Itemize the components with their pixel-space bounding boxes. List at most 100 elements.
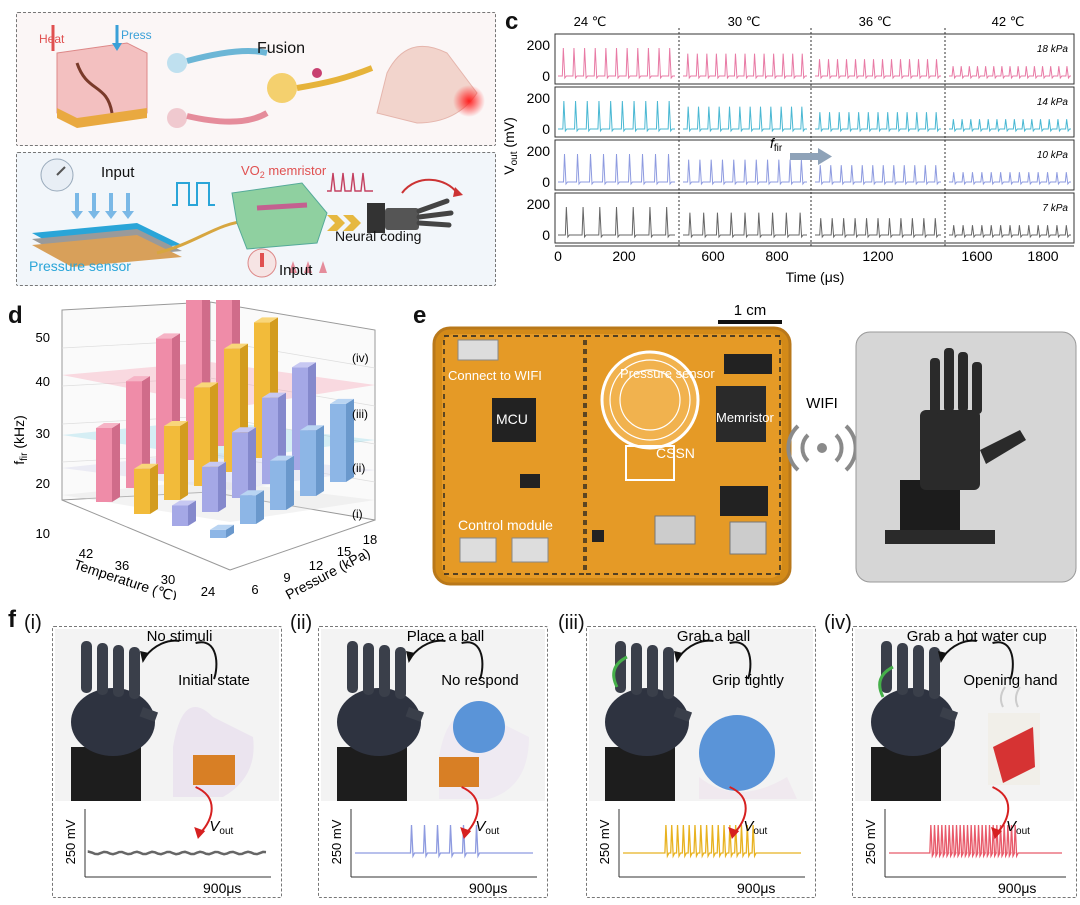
spike-trace	[683, 159, 807, 186]
bar-side	[180, 421, 188, 500]
d-ztick-3: 20	[36, 476, 50, 491]
temp-header-1: 30 ℃	[728, 14, 761, 29]
d-ptick-4: 18	[363, 532, 377, 547]
f-time-1: 900μs	[469, 880, 507, 896]
panel-a-illustration: Heat Press Fusion	[39, 25, 485, 128]
bar-side	[226, 524, 234, 538]
c-xtick-0: 0	[554, 248, 562, 264]
bar-top	[134, 463, 158, 469]
bar-front	[164, 426, 180, 500]
usb-port-1	[654, 515, 696, 545]
f-caption-0: No stimuli	[147, 628, 213, 645]
d-ptick-3: 15	[337, 544, 351, 559]
sensor-board	[193, 755, 235, 785]
f-roman-0: (i)	[24, 612, 42, 634]
spike-trace	[815, 59, 941, 80]
c-ytick-0: 0	[542, 174, 550, 190]
bar-front	[96, 428, 112, 502]
f-vout-0: Vout	[209, 818, 233, 837]
memristor-sheet	[231, 182, 328, 250]
panel-e-illustration: 1 cm Connect to WIFI MCU Pressure sensor…	[432, 302, 1077, 586]
f-roman-2: (iii)	[558, 612, 585, 634]
f-time-2: 900μs	[737, 880, 775, 896]
robot-hand-icon	[71, 688, 155, 756]
usb-port-2	[729, 521, 767, 555]
c-ytick-200: 200	[527, 143, 551, 159]
pressure-label-3: 7 kPa	[1042, 203, 1068, 214]
c-ytick-0: 0	[542, 121, 550, 137]
mcu-label: MCU	[496, 411, 528, 427]
pressure-sensor-disc	[600, 350, 700, 450]
bar-top	[96, 423, 120, 428]
panel-b-box: Input VO2 memristor Neural coding Pressu…	[16, 152, 496, 286]
scale-bar	[718, 320, 782, 324]
bar-side	[112, 423, 120, 502]
spike-trace	[683, 53, 807, 80]
f-scale-1: 250 mV	[329, 819, 344, 864]
spike-trace	[683, 106, 807, 133]
bar-front	[194, 387, 210, 486]
f-scale-3: 250 mV	[863, 819, 878, 864]
d-xtick-3: 24	[201, 584, 215, 599]
temp-header-2: 36 ℃	[859, 14, 892, 29]
bar-front	[232, 432, 248, 498]
bar-side	[188, 500, 196, 526]
d-ztick-2: 30	[36, 426, 50, 441]
f-time-0: 900μs	[203, 880, 241, 896]
pressure-label-1: 14 kPa	[1037, 97, 1069, 108]
f-vout-3: Vout	[1006, 818, 1030, 837]
f-subpanel-0: No stimuli Initial state Vout 250 mV 900μs	[52, 626, 282, 898]
d-ylabel: ffir (kHz)	[11, 415, 30, 465]
c-ytick-200: 200	[527, 37, 551, 53]
c-xtick-1: 200	[612, 248, 636, 264]
spike-trace	[949, 66, 1071, 80]
f-scale-2: 250 mV	[597, 819, 612, 864]
connect-wifi-label: Connect to WIFI	[448, 368, 542, 383]
panel-a-box: Heat Press Fusion	[16, 12, 496, 146]
c-xlabel: Time (μs)	[786, 269, 845, 285]
bar-top	[172, 500, 196, 506]
robot-hand-icon	[605, 688, 689, 756]
wifi-connector	[457, 339, 499, 361]
f-trace-3	[889, 824, 1062, 859]
d-ptick-1: 9	[283, 570, 290, 585]
f-state-2: Grip tightly	[712, 672, 784, 689]
robot-hand-icon	[337, 688, 421, 756]
bar-front	[172, 505, 188, 526]
d-ptick-2: 12	[309, 558, 323, 573]
c-xtick-2: 600	[701, 248, 725, 264]
f-state-1: No respond	[441, 672, 519, 689]
cssn-label: CSSN	[656, 445, 695, 461]
bar-front	[240, 495, 256, 524]
spike-trace	[683, 212, 807, 239]
bar-front	[134, 468, 150, 514]
bar-top	[194, 382, 218, 388]
c-ytick-0: 0	[542, 227, 550, 243]
f-caption-1: Place a ball	[407, 628, 485, 645]
bar-front	[126, 381, 142, 488]
d-xtick-0: 42	[79, 546, 93, 561]
panel-label-e: e	[413, 302, 427, 329]
spike-trace	[815, 165, 941, 186]
bar-top	[164, 421, 188, 426]
spike-trace	[558, 206, 675, 239]
f-subpanel-svg-3: Grab a hot water cup Opening hand Vout 250 …	[855, 628, 1074, 896]
f-roman-3: (iv)	[824, 612, 852, 634]
wifi-label: WIFI	[806, 395, 838, 412]
plane-label-iv: (iv)	[352, 351, 369, 365]
panel-c-chart: 24 ℃ 30 ℃ 36 ℃ 42 ℃ Vout (mV) 2000200020…	[501, 14, 1075, 285]
f-roman-1: (ii)	[290, 612, 313, 634]
f-trace-1	[355, 824, 533, 859]
spike-trace	[558, 47, 675, 80]
d-bars-group	[96, 300, 354, 538]
f-trace-0	[87, 850, 267, 856]
bar-side	[210, 382, 218, 486]
c-plot-area: 200 0 200 0 200 0 200 0	[527, 28, 1075, 247]
bar-top	[156, 333, 180, 339]
bar-top	[240, 490, 264, 496]
d-ztick-4: 10	[36, 526, 50, 541]
f-subpanel-2: Grab a ball Grip tightly Vout 250 mV 900μs	[586, 626, 816, 898]
plane-label-ii: (ii)	[352, 461, 365, 475]
c-xtick-6: 1800	[1027, 248, 1058, 264]
f-caption-3: Grab a hot water cup	[907, 628, 1047, 645]
